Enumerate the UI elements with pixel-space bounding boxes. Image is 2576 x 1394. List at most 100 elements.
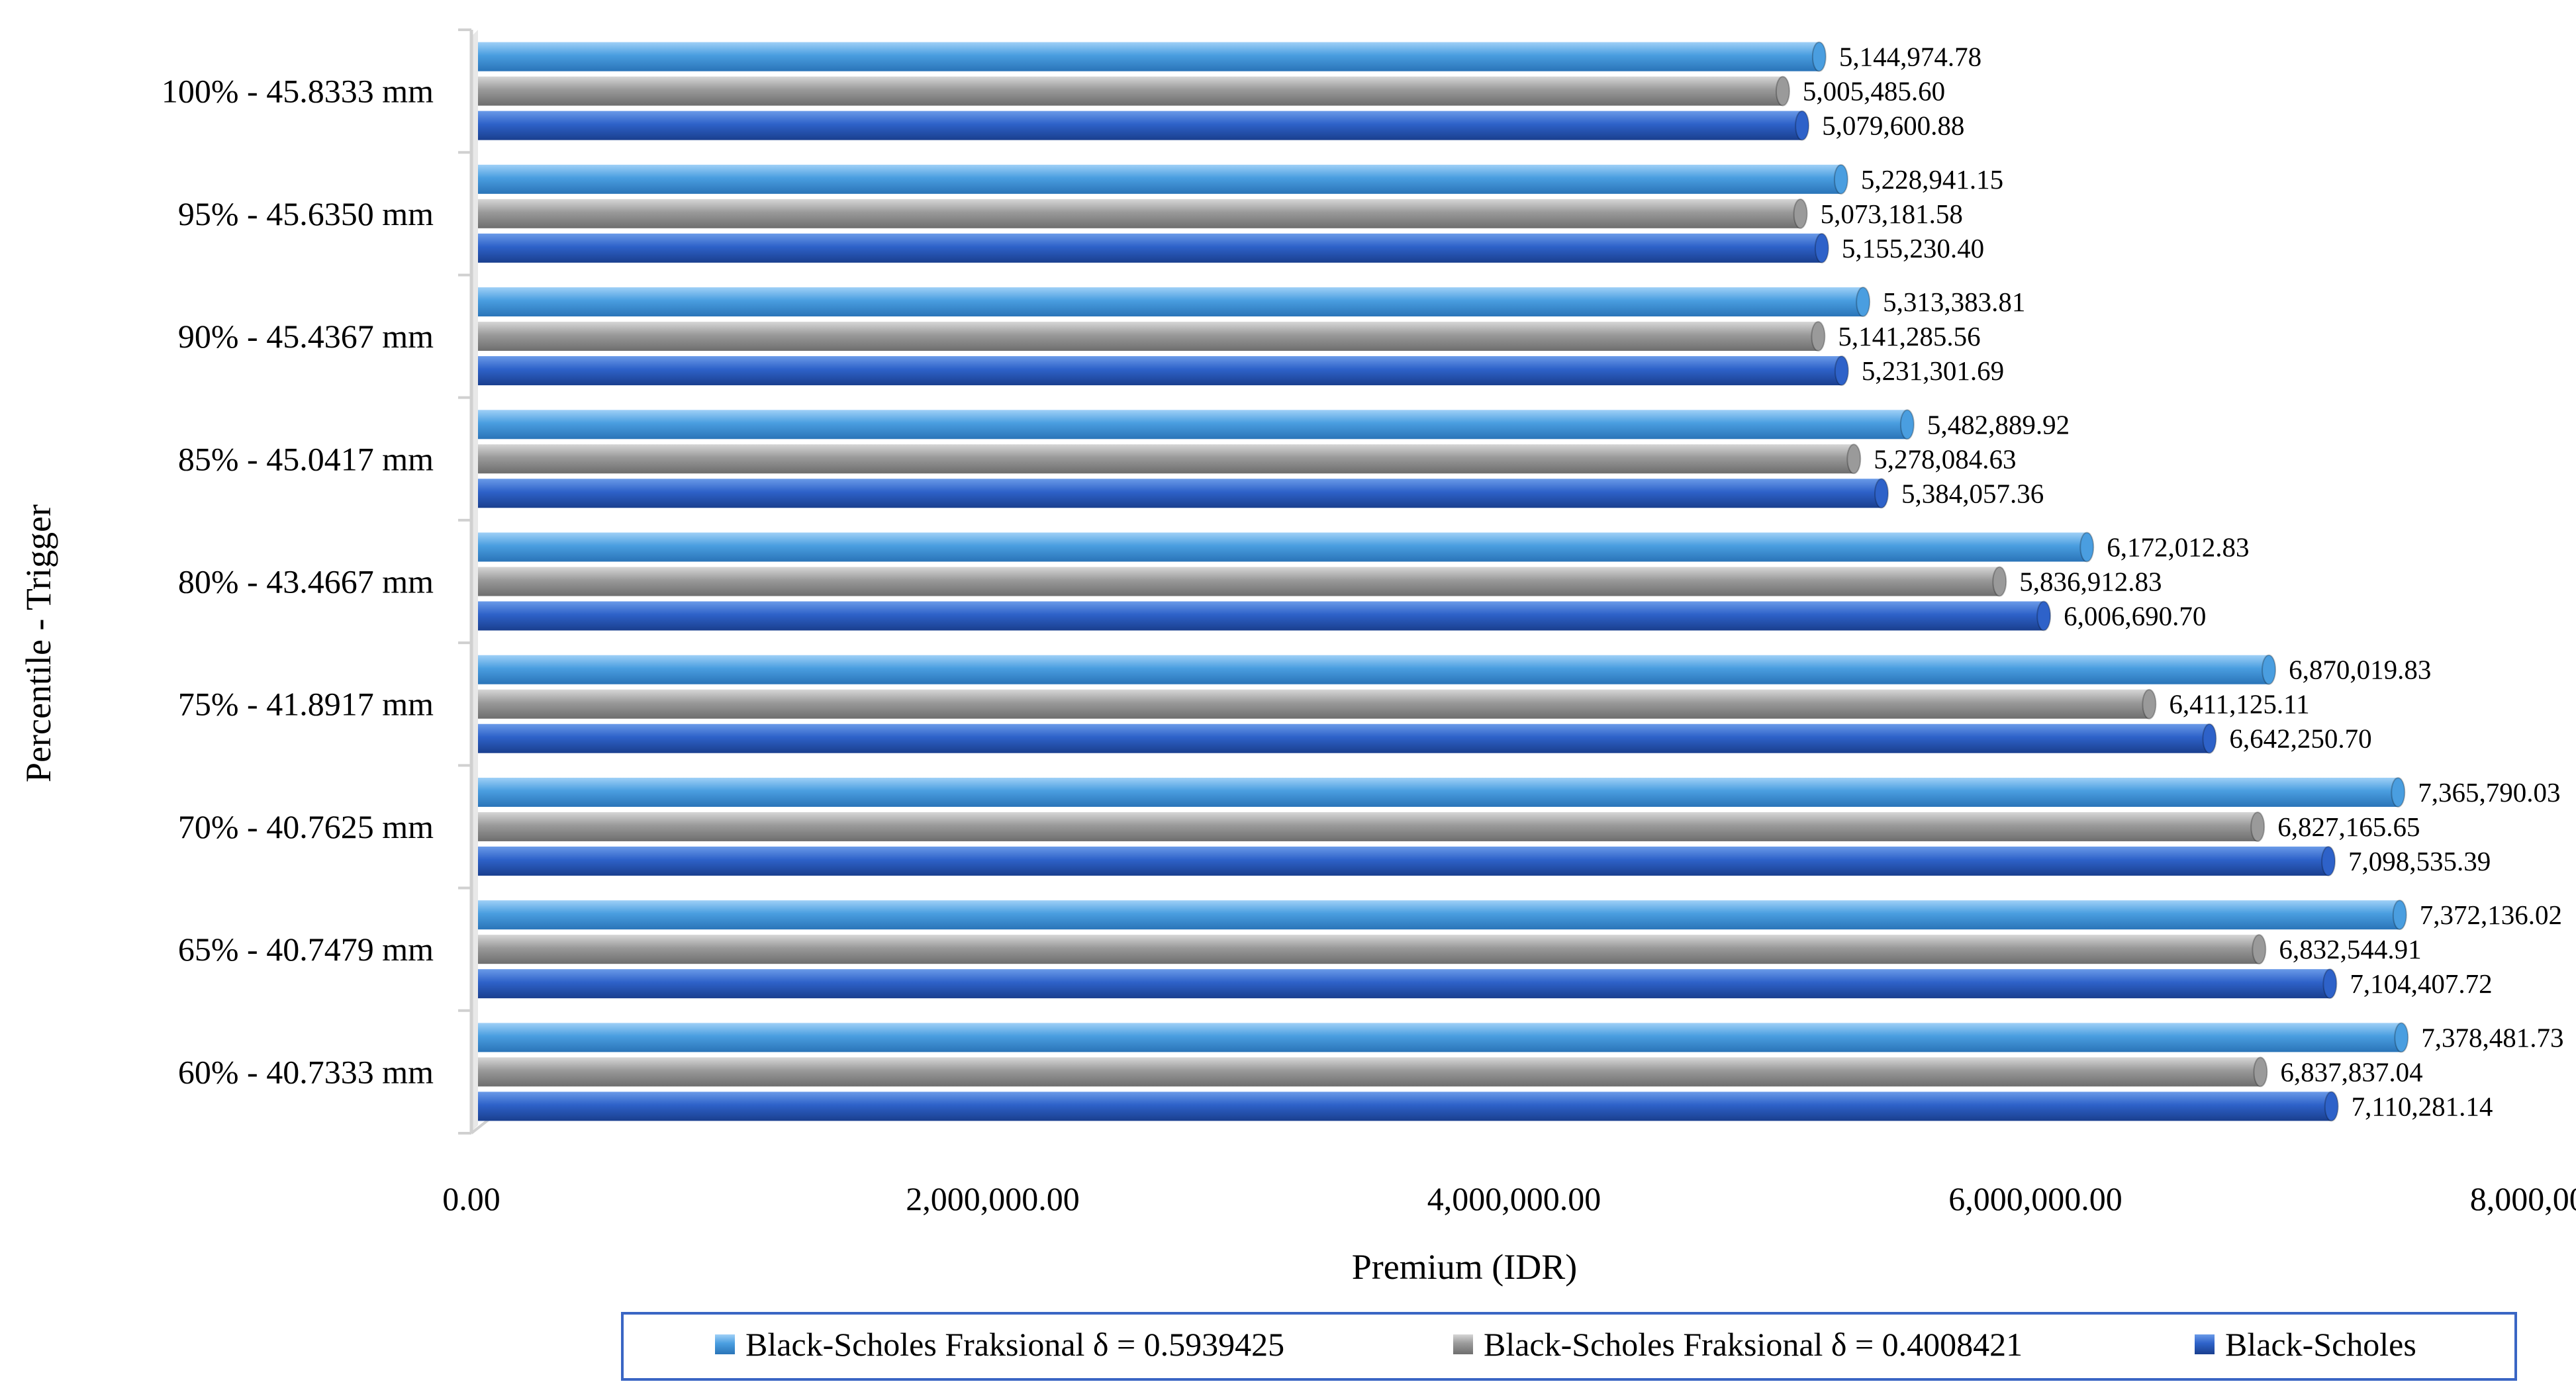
data-label: 5,384,057.36 (1901, 478, 2044, 508)
bar-cap (1846, 443, 1862, 475)
category-label: 75% - 41.8917 mm (178, 686, 434, 723)
bar-series-b (478, 688, 2157, 720)
bar-series-a (478, 287, 1871, 318)
data-label: 7,104,407.72 (2350, 968, 2492, 999)
bar-body (478, 969, 2330, 999)
category-label: 65% - 40.7479 mm (178, 931, 434, 968)
bar-cap (2142, 688, 2157, 720)
data-label: 5,313,383.81 (1883, 287, 2025, 317)
data-label: 5,005,485.60 (1803, 76, 1945, 107)
bar-series-a (478, 409, 1915, 440)
bar-series-a (478, 163, 1848, 195)
floor-edge (470, 1117, 491, 1135)
bar-body (478, 1057, 2261, 1087)
data-label: 5,141,285.56 (1838, 321, 1980, 351)
bar-cap (2202, 723, 2217, 754)
bar-body (478, 287, 1864, 317)
data-label: 5,155,230.40 (1842, 233, 1984, 263)
y-axis-title: Percentile - Trigger (19, 504, 58, 782)
x-axis-title: Premium (IDR) (1352, 1247, 1577, 1287)
bar-body (478, 567, 2000, 596)
data-label: 7,365,790.03 (2418, 777, 2560, 808)
bar-series-c (478, 968, 2338, 999)
bar-body (478, 322, 1819, 351)
bar-body (478, 479, 1882, 508)
data-label: 7,110,281.14 (2352, 1091, 2493, 1121)
data-label: 5,073,181.58 (1821, 199, 1963, 229)
bar-cap (2253, 1056, 2268, 1088)
bar-cap (2036, 600, 2052, 631)
bar-series-group (478, 41, 2409, 1122)
bar-body (478, 532, 2087, 562)
category-label: 70% - 40.7625 mm (178, 808, 434, 845)
bar-body (478, 601, 2044, 631)
category-label: 90% - 45.4367 mm (178, 318, 434, 355)
bar-series-c (478, 600, 2052, 631)
bar-cap (2394, 1022, 2409, 1053)
bar-series-a (478, 654, 2277, 685)
bar-cap (2321, 845, 2336, 876)
data-label: 5,278,084.63 (1874, 443, 2016, 474)
bar-body (478, 42, 1819, 71)
bar-cap (1811, 41, 1827, 72)
bar-series-c (478, 110, 1810, 141)
bar-series-a (478, 776, 2406, 808)
bar-body (478, 655, 2269, 684)
bar-series-a (478, 900, 2407, 931)
bar-cap (2252, 934, 2267, 965)
bar-body (478, 444, 1854, 474)
data-label: 6,642,250.70 (2229, 723, 2371, 754)
bar-body (478, 846, 2329, 876)
bar-cap (1856, 287, 1871, 318)
bar-body (478, 356, 1842, 386)
data-label: 7,378,481.73 (2421, 1022, 2563, 1052)
data-label: 5,231,301.69 (1862, 355, 2004, 386)
bar-series-b (478, 443, 1862, 475)
data-label: 5,079,600.88 (1822, 111, 1964, 141)
bar-cap (1775, 75, 1790, 107)
data-label: 7,372,136.02 (2420, 900, 2562, 930)
bar-series-b (478, 1056, 2268, 1088)
bar-cap (2392, 900, 2407, 931)
bar-series-b (478, 811, 2266, 842)
bar-cap (1811, 321, 1826, 352)
category-label: 60% - 40.7333 mm (178, 1053, 434, 1090)
bar-series-b (478, 934, 2267, 965)
bar-series-b (478, 566, 2007, 597)
category-label: 80% - 43.4667 mm (178, 563, 434, 600)
bar-cap (1992, 566, 2007, 597)
bar-series-b (478, 198, 1808, 229)
category-label: 85% - 45.0417 mm (178, 440, 434, 477)
bar-body (478, 199, 1801, 228)
x-tick-labels: 0.00 2,000,000.00 4,000,000.00 6,000,000.00… (442, 1180, 2576, 1217)
legend-swatch (1453, 1334, 1473, 1354)
bar-body (478, 410, 1907, 440)
bar-series-a (478, 532, 2095, 563)
legend-swatch (2195, 1334, 2215, 1354)
x-tick-label: 6,000,000.00 (1948, 1180, 2123, 1217)
bar-cap (1834, 355, 1849, 387)
bar-series-a (478, 1022, 2409, 1053)
bar-body (478, 812, 2258, 841)
bar-body (478, 723, 2210, 753)
bar-series-c (478, 232, 1829, 263)
data-label: 6,172,012.83 (2107, 532, 2249, 563)
bar-cap (1833, 163, 1848, 195)
legend-entry: Black-Scholes (2225, 1326, 2416, 1363)
bar-cap (2391, 776, 2406, 808)
bar-cap (1793, 198, 1808, 229)
bar-body (478, 1023, 2402, 1052)
bar-body (478, 935, 2260, 964)
data-label: 5,836,912.83 (2019, 567, 2162, 597)
bar-series-c (478, 845, 2336, 876)
bar-cap (2079, 532, 2095, 563)
bar-series-a (478, 41, 1827, 72)
legend-swatch (715, 1334, 735, 1354)
bar-body (478, 164, 1841, 194)
y-axis-ticks (458, 28, 471, 1135)
bar-cap (1795, 110, 1810, 141)
category-labels: 100% - 45.8333 mm 95% - 45.6350 mm 90% - 4… (162, 73, 434, 1091)
bar-series-c (478, 1091, 2339, 1122)
data-label: 6,870,019.83 (2289, 655, 2431, 685)
